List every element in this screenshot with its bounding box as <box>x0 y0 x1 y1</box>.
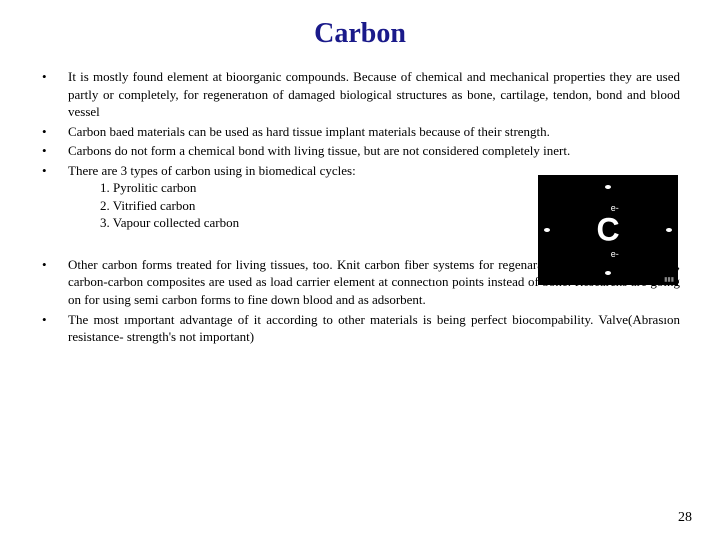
carbon-symbol: C <box>596 212 619 249</box>
bullet-text: The most ımportant advantage of it accor… <box>68 311 680 346</box>
carbon-atom-diagram: e- e- C ▮▮▮ <box>538 175 678 285</box>
electron-icon <box>666 228 672 232</box>
electron-icon <box>605 271 611 275</box>
sublist-item: 1. Pyrolitic carbon <box>100 179 530 197</box>
bullet-line: There are 3 types of carbon using in bio… <box>68 163 356 178</box>
sublist-item: 2. Vitrified carbon <box>100 197 530 215</box>
bullet-item: • Carbons do not form a chemical bond wi… <box>40 142 680 160</box>
electron-icon <box>605 185 611 189</box>
bullet-text: Carbons do not form a chemical bond with… <box>68 142 680 160</box>
sublist-item: 3. Vapour collected carbon <box>100 214 530 232</box>
bullet-marker: • <box>40 311 68 346</box>
page-number: 28 <box>678 510 692 526</box>
bullet-item: • The most ımportant advantage of it acc… <box>40 311 680 346</box>
bullet-item: • It is mostly found element at bioorgan… <box>40 68 680 121</box>
bullet-text: Carbon baed materials can be used as har… <box>68 123 680 141</box>
bullet-text: It is mostly found element at bioorganic… <box>68 68 680 121</box>
bullet-marker: • <box>40 68 68 121</box>
bullet-marker: • <box>40 162 68 232</box>
bullet-marker: • <box>40 256 68 309</box>
slide-title: Carbon <box>40 18 680 50</box>
numbered-sublist: 1. Pyrolitic carbon 2. Vitrified carbon … <box>68 179 530 232</box>
bullet-item: • Carbon baed materials can be used as h… <box>40 123 680 141</box>
electron-label: e- <box>611 249 619 259</box>
electron-icon <box>544 228 550 232</box>
bullet-marker: • <box>40 142 68 160</box>
image-credit: ▮▮▮ <box>664 276 674 283</box>
bullet-marker: • <box>40 123 68 141</box>
